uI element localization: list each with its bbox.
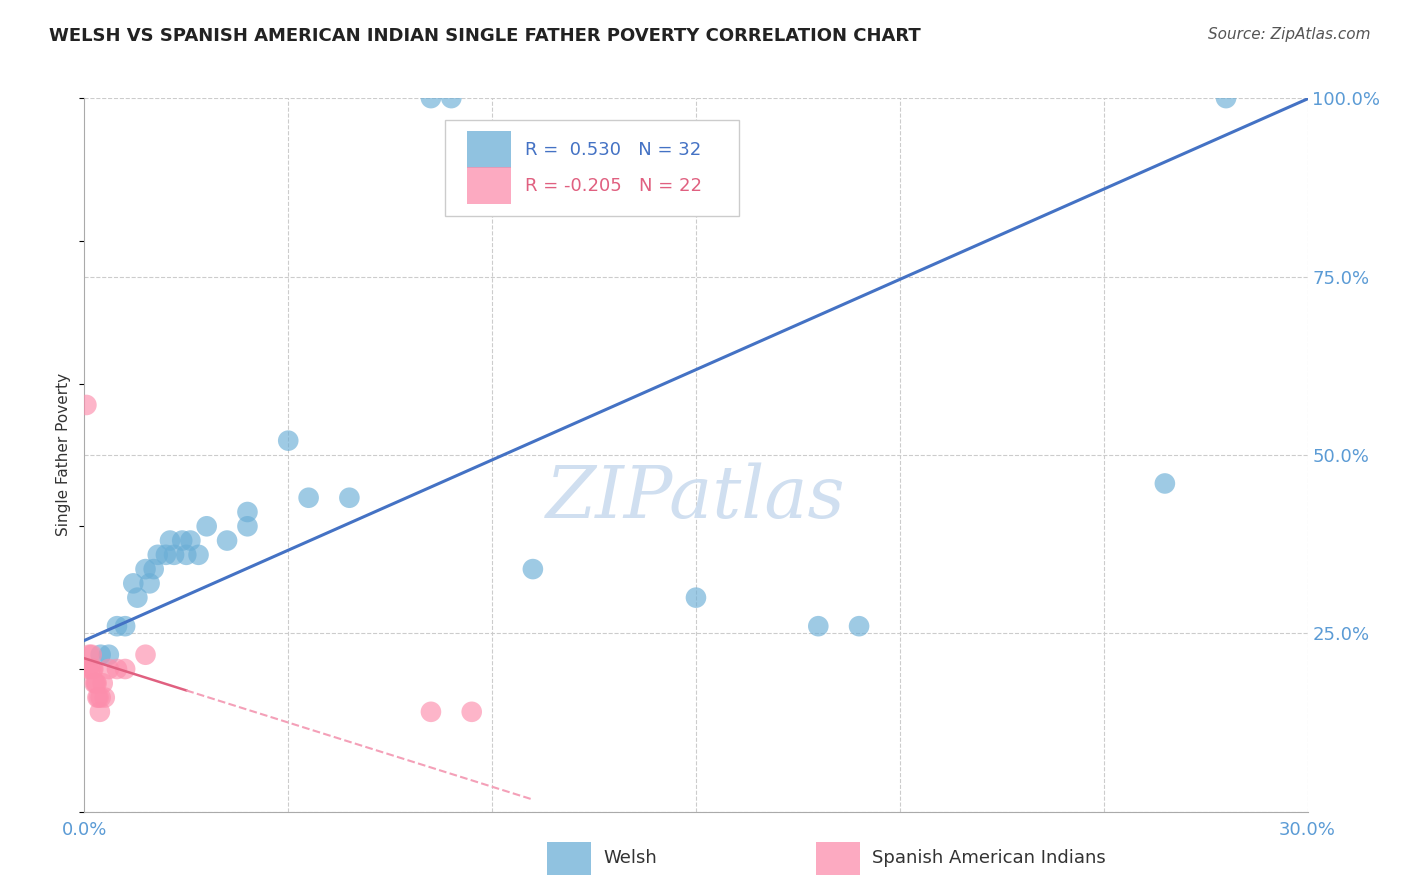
Point bbox=[105, 662, 128, 676]
Point bbox=[83, 676, 105, 690]
Point bbox=[79, 662, 101, 676]
Point bbox=[114, 619, 136, 633]
Point bbox=[217, 533, 239, 548]
Text: WELSH VS SPANISH AMERICAN INDIAN SINGLE FATHER POVERTY CORRELATION CHART: WELSH VS SPANISH AMERICAN INDIAN SINGLE … bbox=[49, 27, 921, 45]
Point bbox=[187, 548, 209, 562]
Point bbox=[93, 690, 117, 705]
Point bbox=[97, 648, 120, 662]
Point bbox=[298, 491, 321, 505]
Point bbox=[461, 705, 484, 719]
Point bbox=[135, 648, 157, 662]
Text: R =  0.530   N = 32: R = 0.530 N = 32 bbox=[524, 141, 702, 159]
Point bbox=[848, 619, 870, 633]
Point bbox=[163, 548, 186, 562]
Point bbox=[122, 576, 145, 591]
Point bbox=[146, 548, 169, 562]
Text: R = -0.205   N = 22: R = -0.205 N = 22 bbox=[524, 177, 702, 194]
Point bbox=[179, 533, 201, 548]
Point bbox=[138, 576, 160, 591]
Text: ZIPatlas: ZIPatlas bbox=[546, 462, 846, 533]
Point bbox=[105, 619, 128, 633]
Point bbox=[86, 690, 108, 705]
Point bbox=[89, 705, 111, 719]
Point bbox=[84, 676, 107, 690]
Point bbox=[1154, 476, 1177, 491]
Point bbox=[440, 91, 463, 105]
Point bbox=[277, 434, 299, 448]
Point bbox=[236, 505, 259, 519]
Point bbox=[82, 662, 104, 676]
Point bbox=[87, 690, 110, 705]
Point bbox=[90, 648, 112, 662]
Point bbox=[80, 648, 103, 662]
Point bbox=[339, 491, 361, 505]
FancyBboxPatch shape bbox=[467, 131, 512, 169]
Text: Source: ZipAtlas.com: Source: ZipAtlas.com bbox=[1208, 27, 1371, 42]
Point bbox=[135, 562, 157, 576]
Point bbox=[807, 619, 830, 633]
Text: Welsh: Welsh bbox=[603, 849, 657, 867]
Point bbox=[90, 690, 112, 705]
FancyBboxPatch shape bbox=[467, 167, 512, 204]
Point bbox=[172, 533, 194, 548]
Point bbox=[522, 562, 544, 576]
Point bbox=[1215, 91, 1237, 105]
Point bbox=[236, 519, 259, 533]
FancyBboxPatch shape bbox=[446, 120, 738, 216]
Point bbox=[86, 676, 108, 690]
Point bbox=[195, 519, 218, 533]
Point bbox=[97, 662, 120, 676]
Point bbox=[155, 548, 177, 562]
Point bbox=[127, 591, 149, 605]
Point bbox=[420, 705, 443, 719]
Point bbox=[82, 662, 104, 676]
Point bbox=[142, 562, 165, 576]
Point bbox=[114, 662, 136, 676]
Point bbox=[420, 91, 443, 105]
Point bbox=[159, 533, 181, 548]
Point bbox=[91, 676, 114, 690]
Y-axis label: Single Father Poverty: Single Father Poverty bbox=[56, 374, 72, 536]
FancyBboxPatch shape bbox=[815, 842, 860, 875]
FancyBboxPatch shape bbox=[547, 842, 591, 875]
Text: Spanish American Indians: Spanish American Indians bbox=[872, 849, 1107, 867]
Point bbox=[75, 398, 97, 412]
Point bbox=[685, 591, 707, 605]
Point bbox=[174, 548, 197, 562]
Point bbox=[77, 662, 100, 676]
Point bbox=[77, 648, 100, 662]
